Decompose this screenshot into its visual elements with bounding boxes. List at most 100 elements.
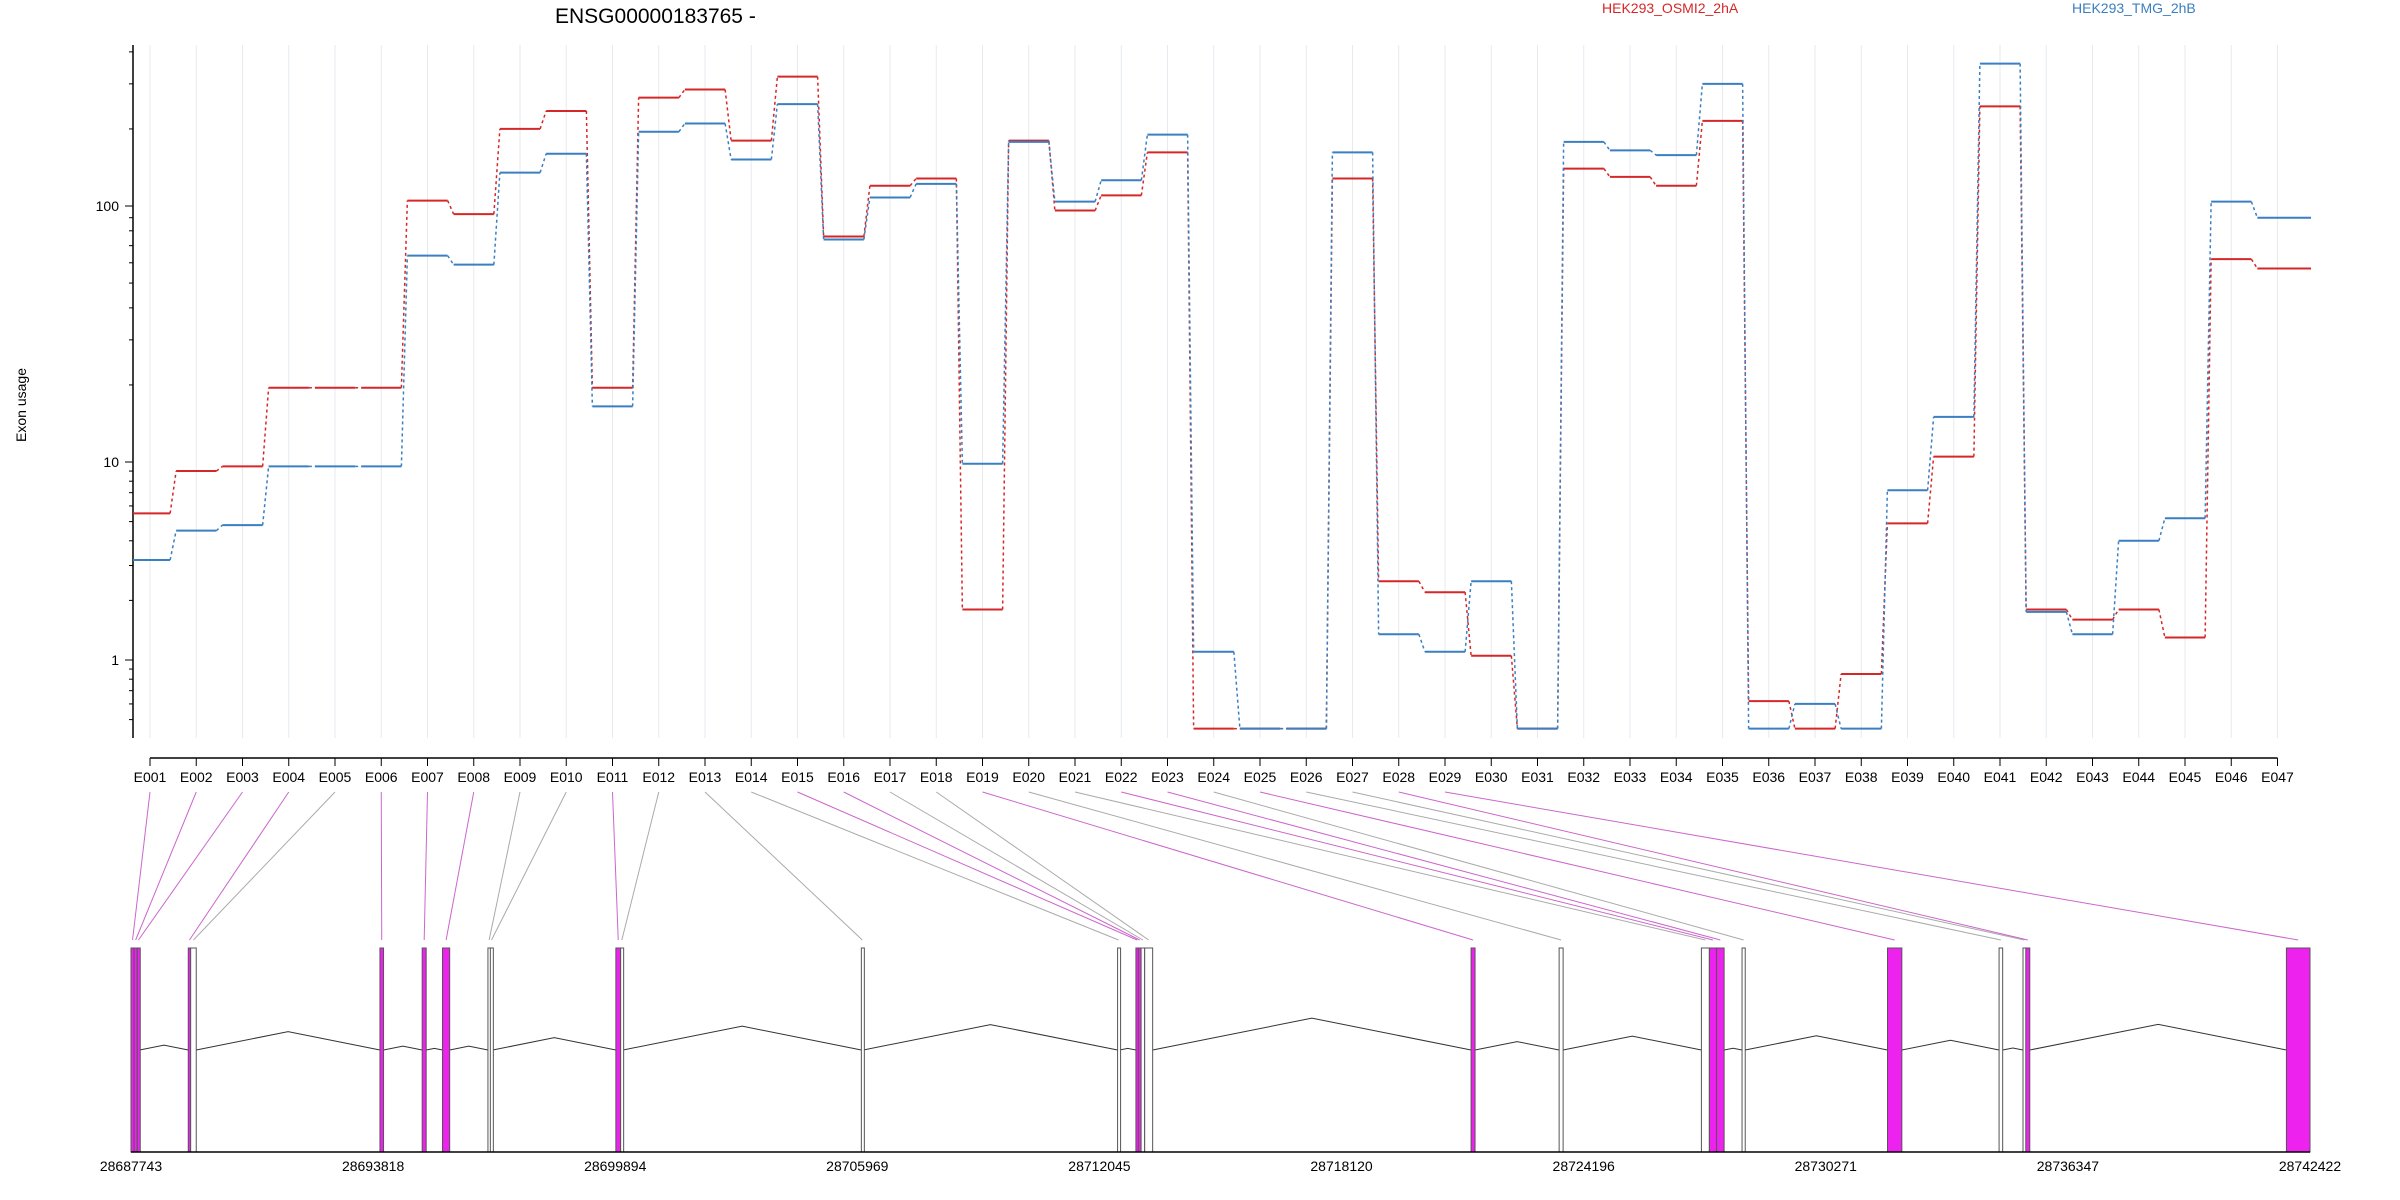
series-connector [678,123,686,133]
exon-connector [491,791,567,941]
exon-connector [1259,791,1895,941]
x-tick-label: E034 [1660,769,1693,785]
series-connector [400,255,409,467]
exon-box [489,947,494,1153]
exon-connector [704,791,863,941]
x-tick-label: E008 [457,769,490,785]
exon-box [2025,947,2031,1153]
intron-line [449,1045,489,1051]
exon-box [1716,947,1725,1153]
x-tick-label: E012 [642,769,675,785]
exon-connector [751,791,1119,941]
x-tick-label: E032 [1567,769,1600,785]
series-connector [585,153,594,407]
exon-box [860,947,865,1153]
exon-box [1741,947,1746,1153]
series-connector [1649,149,1657,156]
x-tick-label: E001 [134,769,167,785]
series-connector [1926,416,1935,491]
x-tick-label: E046 [2215,769,2248,785]
series-connector [1695,120,1704,186]
exon-connector [135,791,197,941]
vertical-gridlines [149,45,2278,738]
genomic-coordinate-axis: 28687743 28693818 28699894 28705969 28712045… [100,1151,2341,1174]
series-connector [2065,611,2074,635]
series-connector [2065,609,2074,620]
exon-box [136,947,141,1153]
genomic-tick-label: 28712045 [1068,1158,1131,1174]
exon-connector [612,791,619,941]
series-connector [2111,609,2120,620]
x-tick-label: E037 [1799,769,1832,785]
x-tick-label: E030 [1475,769,1508,785]
exon-connector [445,791,475,941]
x-tick-label: E036 [1752,769,1785,785]
series-connector [770,76,779,141]
x-tick-label: E038 [1845,769,1878,785]
intron-line [622,1025,862,1051]
series-connector [2158,518,2166,541]
exon-connector [889,791,1144,941]
series-connector [493,128,501,215]
genomic-tick-label: 28705969 [826,1158,889,1174]
series-connector [1741,83,1750,729]
exon-connector [189,791,290,941]
x-tick-label: E041 [1984,769,2017,785]
series-connector [2111,540,2120,635]
series-connector [2204,259,2212,638]
series-connector [1510,581,1519,729]
series-connector [909,178,917,187]
x-tick-label: E015 [781,769,814,785]
series-connector [1788,703,1796,729]
series-connector [2204,201,2212,519]
series-b [133,62,2311,730]
x-tick-label: E040 [1937,769,1970,785]
x-tick-label: E031 [1521,769,1554,785]
x-tick-label: E011 [597,769,629,785]
series-connector [2158,609,2166,638]
series-connector [816,104,825,240]
x-tick-label: E027 [1336,769,1369,785]
series-connector [2250,201,2259,218]
series-connector [678,89,686,99]
legend-series-a: HEK293_OSMI2_2hA [1602,0,1739,16]
series-connector [1048,140,1056,211]
series-connector [2250,258,2259,269]
series-connector [2019,63,2027,612]
exon-box [421,947,427,1153]
exon-connector [935,791,1149,941]
series-lines [133,62,2311,730]
series-connector [1140,134,1149,181]
x-tick-label: E020 [1012,769,1045,785]
intron-line [383,1045,423,1051]
series-connector [169,470,177,514]
intron-line [1563,1035,1702,1051]
exon-box [620,947,625,1153]
series-connector [215,524,223,532]
x-tick-label: E009 [504,769,537,785]
exon-box [1144,947,1154,1153]
y-axis: 1 10 100 [96,45,134,738]
series-connector [1371,178,1380,582]
genomic-tick-label: 28718120 [1310,1158,1373,1174]
x-tick-label: E005 [319,769,352,785]
x-tick-label: E025 [1244,769,1277,785]
series-connector [863,197,871,240]
x-tick-label: E023 [1151,769,1184,785]
exon-connector [423,791,428,941]
series-connector [1880,523,1889,675]
x-tick-label: E044 [2122,769,2155,785]
legend-series-b: HEK293_TMG_2hB [2072,0,2196,16]
exon-box [1117,947,1122,1153]
series-connector [1510,655,1519,729]
intron-line [1152,1017,1472,1051]
genomic-tick-label: 28699894 [584,1158,647,1174]
series-connector [1094,180,1102,202]
y-tick-label: 100 [96,198,120,214]
exon-connector [1121,791,1714,941]
intron-line [196,1031,381,1051]
series-connector [447,255,455,266]
genomic-tick-label: 28693818 [342,1158,405,1174]
series-connector [400,200,409,388]
x-tick-label: E042 [2030,769,2063,785]
